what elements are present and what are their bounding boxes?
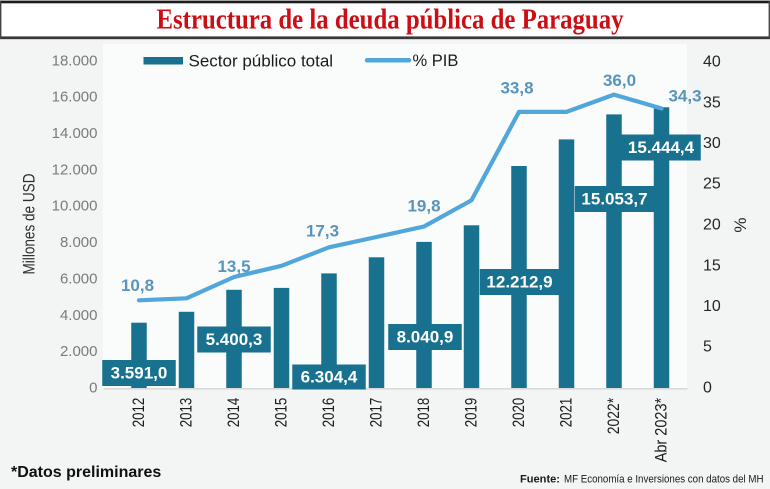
svg-text:30: 30	[703, 135, 721, 152]
svg-text:2020: 2020	[510, 398, 528, 428]
svg-text:40: 40	[703, 54, 721, 71]
svg-text:MF Economía e Inversiones con: MF Economía e Inversiones con datos del …	[564, 474, 764, 486]
svg-text:2014: 2014	[225, 398, 243, 428]
svg-text:4.000: 4.000	[60, 307, 98, 324]
svg-text:2017: 2017	[368, 398, 386, 428]
svg-text:2019: 2019	[463, 398, 481, 428]
svg-text:2018: 2018	[415, 398, 433, 428]
svg-text:15.444,4: 15.444,4	[628, 138, 695, 157]
svg-text:5: 5	[703, 339, 712, 356]
svg-text:Abr 2023*: Abr 2023*	[653, 397, 671, 462]
svg-text:Estructura de la deuda pública: Estructura de la deuda pública de Paragu…	[157, 5, 624, 36]
svg-text:17,3: 17,3	[306, 222, 339, 241]
svg-text:34,3: 34,3	[668, 87, 701, 106]
svg-text:0: 0	[703, 380, 712, 397]
svg-text:15.053,7: 15.053,7	[581, 190, 647, 209]
svg-text:19,8: 19,8	[407, 197, 440, 216]
svg-text:10,8: 10,8	[121, 276, 154, 295]
svg-text:2.000: 2.000	[60, 343, 98, 360]
svg-text:8.040,9: 8.040,9	[397, 328, 454, 347]
svg-text:2021: 2021	[558, 398, 576, 428]
svg-text:12.000: 12.000	[52, 161, 98, 178]
svg-text:16.000: 16.000	[52, 89, 98, 106]
svg-text:2016: 2016	[320, 398, 338, 428]
svg-text:10: 10	[703, 298, 721, 315]
svg-text:33,8: 33,8	[500, 79, 533, 98]
svg-text:Millones de USD: Millones de USD	[19, 174, 38, 275]
svg-text:2013: 2013	[178, 398, 196, 428]
svg-text:Fuente:: Fuente:	[520, 474, 560, 486]
svg-text:14.000: 14.000	[52, 125, 98, 142]
svg-text:13,5: 13,5	[217, 257, 250, 276]
svg-text:25: 25	[703, 176, 721, 193]
svg-text:12.212,9: 12.212,9	[486, 273, 552, 292]
svg-text:*Datos preliminares: *Datos preliminares	[11, 464, 161, 481]
svg-text:% PIB: % PIB	[413, 52, 459, 70]
svg-text:8.000: 8.000	[60, 234, 98, 251]
svg-text:15: 15	[703, 257, 721, 274]
svg-text:6.304,4: 6.304,4	[301, 368, 358, 387]
svg-text:2012: 2012	[130, 398, 148, 428]
svg-text:6.000: 6.000	[60, 270, 98, 287]
svg-text:2022*: 2022*	[605, 397, 623, 434]
svg-text:Sector público total: Sector público total	[189, 52, 334, 71]
svg-text:35: 35	[703, 94, 721, 111]
svg-text:5.400,3: 5.400,3	[206, 330, 263, 349]
svg-text:3.591,0: 3.591,0	[111, 364, 168, 383]
svg-text:18.000: 18.000	[52, 52, 98, 69]
svg-text:36,0: 36,0	[603, 71, 636, 90]
svg-text:%: %	[731, 217, 750, 232]
svg-text:2015: 2015	[273, 398, 291, 428]
svg-text:0: 0	[89, 380, 97, 397]
svg-text:10.000: 10.000	[52, 198, 98, 215]
svg-text:20: 20	[703, 217, 721, 234]
